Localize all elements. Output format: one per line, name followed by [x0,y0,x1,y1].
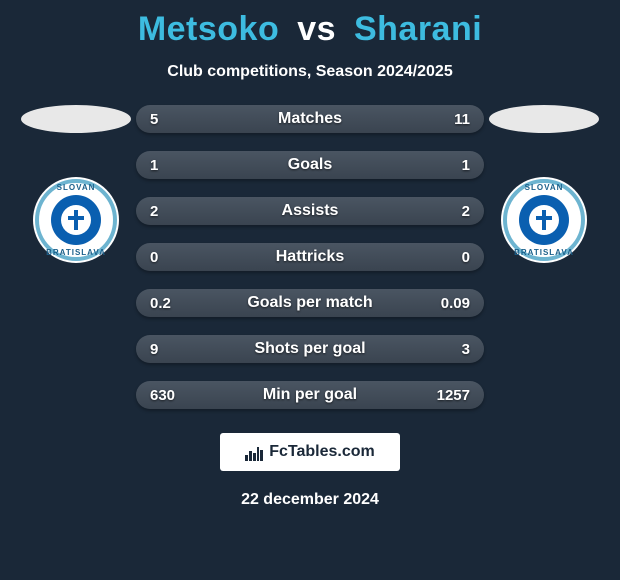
badge-bottom-text: BRATISLAVA [33,248,119,257]
stat-right-value: 0 [436,249,470,266]
stat-right-value: 2 [436,203,470,220]
stat-row-goals: 1 Goals 1 [136,151,484,179]
stat-right-value: 1257 [436,387,470,404]
stat-right-value: 1 [436,157,470,174]
stat-right-value: 3 [436,341,470,358]
site-logo-text: FcTables.com [269,443,375,461]
badge-cross-icon [529,205,559,235]
badge-bottom-text: BRATISLAVA [501,248,587,257]
stat-row-min-per-goal: 630 Min per goal 1257 [136,381,484,409]
stat-row-hattricks: 0 Hattricks 0 [136,243,484,271]
stat-label: Goals [136,156,484,174]
snapshot-date: 22 december 2024 [0,491,620,509]
comparison-panel: SLOVAN BRATISLAVA 5 Matches 11 1 Goals 1… [0,105,620,409]
player1-club-badge: SLOVAN BRATISLAVA [33,177,119,263]
season-subtitle: Club competitions, Season 2024/2025 [0,63,620,81]
player1-photo [21,105,131,133]
stat-label: Matches [136,110,484,128]
stat-right-value: 0.09 [436,295,470,312]
stat-label: Hattricks [136,248,484,266]
stat-row-assists: 2 Assists 2 [136,197,484,225]
stat-right-value: 11 [436,111,470,128]
bars-icon [245,443,263,461]
badge-cross-icon [61,205,91,235]
stat-row-goals-per-match: 0.2 Goals per match 0.09 [136,289,484,317]
player2-club-badge: SLOVAN BRATISLAVA [501,177,587,263]
badge-top-text: SLOVAN [33,183,119,192]
player2-name: Sharani [354,10,482,48]
player2-photo [489,105,599,133]
stat-row-shots-per-goal: 9 Shots per goal 3 [136,335,484,363]
stat-row-matches: 5 Matches 11 [136,105,484,133]
stat-label: Min per goal [136,386,484,404]
vs-label: vs [297,10,336,48]
badge-top-text: SLOVAN [501,183,587,192]
left-side: SLOVAN BRATISLAVA [16,105,136,409]
player1-name: Metsoko [138,10,279,48]
stat-bars: 5 Matches 11 1 Goals 1 2 Assists 2 0 Hat… [136,105,484,409]
stat-label: Shots per goal [136,340,484,358]
site-logo[interactable]: FcTables.com [220,433,400,471]
right-side: SLOVAN BRATISLAVA [484,105,604,409]
page-title: Metsoko vs Sharani [0,0,620,49]
stat-label: Assists [136,202,484,220]
stat-label: Goals per match [136,294,484,312]
